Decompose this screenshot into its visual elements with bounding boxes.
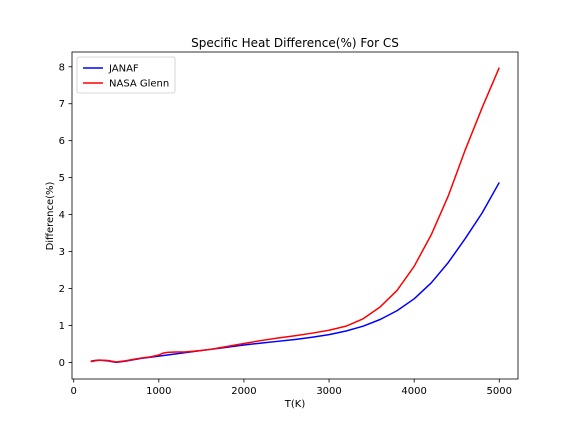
legend-box: [76, 56, 176, 94]
y-tick-label: 5: [59, 173, 65, 184]
x-tick-label: 2000: [231, 386, 256, 397]
x-tick-label: 4000: [401, 386, 426, 397]
plot-area: 0 1000 2000 3000 4000 5000 0 1 2 3 4 5 6 7 8: [59, 51, 519, 397]
series-line-nasa-glenn: [90, 67, 500, 363]
axes-frame: [71, 51, 519, 380]
y-tick-label: 4: [59, 210, 65, 221]
legend-label-janaf: JANAF: [108, 64, 139, 75]
y-tick-label: 1: [59, 321, 65, 332]
x-axis-label: T(K): [284, 399, 306, 410]
legend-label-nasa-glenn: NASA Glenn: [109, 79, 169, 90]
x-tick-label: 3000: [316, 386, 341, 397]
y-tick-label: 0: [59, 358, 65, 369]
y-tick-label: 3: [59, 247, 65, 258]
y-tick-label: 6: [59, 136, 65, 147]
y-tick-label: 2: [59, 284, 65, 295]
chart-title: Specific Heat Difference(%) For CS: [191, 36, 399, 50]
x-tick-label: 1000: [146, 386, 171, 397]
x-tick-label: 5000: [487, 386, 512, 397]
y-tick-label: 8: [59, 62, 65, 73]
legend: JANAF NASA Glenn: [76, 56, 176, 94]
x-tick-label: 0: [71, 386, 77, 397]
y-tick-label: 7: [59, 99, 65, 110]
y-axis-label: Difference(%): [45, 181, 56, 250]
